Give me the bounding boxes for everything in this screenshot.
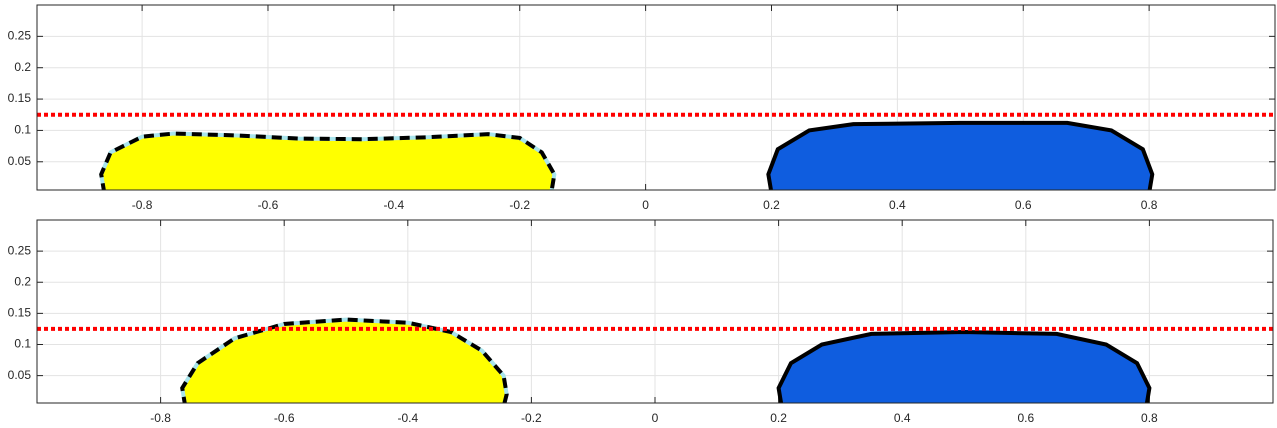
y-tick-label: 0.1 [14,337,31,351]
droplet [768,122,1153,190]
x-tick-label: 0.4 [889,198,906,212]
y-tick-label: 0.1 [14,123,31,137]
x-tick-label: 0.2 [763,198,780,212]
x-tick-label: -0.2 [509,198,530,212]
x-tick-label: -0.8 [132,198,153,212]
x-tick-label: -0.6 [258,198,279,212]
axes-box [36,4,1276,191]
x-tick-label: -0.8 [150,411,171,425]
droplet [101,133,555,190]
panel: -0.8 -0.6 -0.4 -0.2 0 0.2 0.4 0.6 0.8 0.05 0.1 0.15… [8,219,1274,425]
x-tick-label: 0.6 [1017,411,1034,425]
droplet-edge [180,317,509,403]
y-tick-label: 0.2 [14,60,31,74]
y-tick-label: 0.25 [8,29,32,43]
plot-content [37,112,1275,190]
axes-box [36,219,1274,404]
x-tick-label: 0.4 [894,411,911,425]
droplet [778,332,1150,403]
y-tick-label: 0.05 [8,368,32,382]
x-tick-label: -0.4 [397,411,418,425]
y-tick-label: 0.15 [8,91,32,105]
x-tick-label: 0 [652,411,659,425]
droplet-edge [766,120,1155,190]
x-tick-label: 0 [642,198,649,212]
y-tick-label: 0.2 [14,274,31,288]
x-tick-label: -0.4 [384,198,405,212]
x-tick-label: 0.8 [1141,198,1158,212]
x-tick-label: -0.6 [274,411,295,425]
y-tick-label: 0.25 [8,243,32,257]
x-tick-label: 0.6 [1015,198,1032,212]
droplet [182,319,507,403]
plot-content [37,317,1273,403]
panel: -0.8 -0.6 -0.4 -0.2 0 0.2 0.4 0.6 0.8 0.05 0.1 0.15… [8,4,1276,212]
y-tick-label: 0.15 [8,306,32,320]
y-tick-label: 0.05 [8,154,32,168]
droplet-edge [99,131,557,190]
x-tick-label: 0.2 [770,411,787,425]
x-tick-label: -0.2 [521,411,542,425]
droplet-edge [776,330,1152,403]
x-tick-label: 0.8 [1141,411,1158,425]
